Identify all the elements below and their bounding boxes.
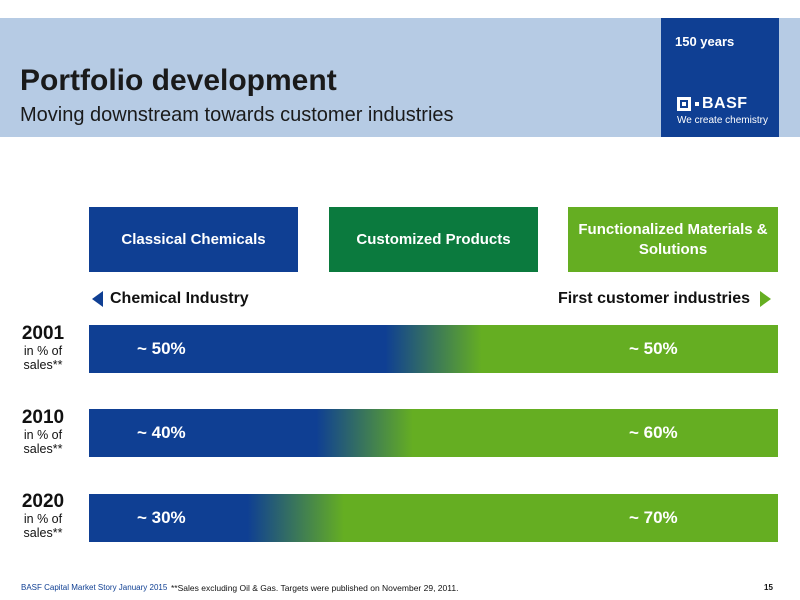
logo-square-icon bbox=[677, 97, 691, 111]
chemical-share-value: ~ 40% bbox=[137, 423, 186, 442]
row-year: 2001 bbox=[21, 323, 65, 344]
category-classical-chemicals: Classical Chemicals bbox=[89, 207, 298, 272]
page-number: 15 bbox=[764, 583, 773, 592]
brand-tagline: We create chemistry bbox=[677, 115, 768, 126]
row-label-2001: 2001 in % of sales** bbox=[14, 323, 72, 373]
scale-right-label: First customer industries bbox=[557, 290, 750, 307]
brand-badge: 150 years BASF We create chemistry bbox=[661, 18, 779, 137]
row-unit: in % of sales** bbox=[23, 428, 63, 456]
customer-share-value: ~ 50% bbox=[629, 339, 678, 358]
row-year: 2010 bbox=[21, 407, 65, 428]
page-subtitle: Moving downstream towards customer indus… bbox=[20, 104, 454, 126]
category-functionalized-materials: Functionalized Materials & Solutions bbox=[568, 207, 778, 272]
chemical-share-value: ~ 50% bbox=[137, 339, 186, 358]
customer-share-value: ~ 60% bbox=[629, 423, 678, 442]
share-bar-2001: ~ 50% ~ 50% bbox=[89, 325, 778, 373]
share-bar-2020: ~ 30% ~ 70% bbox=[89, 494, 778, 542]
logo-text: BASF bbox=[702, 95, 748, 112]
row-label-2020: 2020 in % of sales** bbox=[14, 491, 72, 541]
row-year: 2020 bbox=[21, 491, 65, 512]
scale-left-label: Chemical Industry bbox=[110, 290, 249, 307]
footer-source: BASF Capital Market Story January 2015 bbox=[21, 583, 168, 592]
footer-note: **Sales excluding Oil & Gas. Targets wer… bbox=[171, 583, 459, 593]
row-label-2010: 2010 in % of sales** bbox=[14, 407, 72, 457]
logo-dot-icon bbox=[695, 102, 699, 106]
anniversary-label: 150 years bbox=[675, 34, 735, 49]
category-customized-products: Customized Products bbox=[329, 207, 538, 272]
arrow-right-icon bbox=[760, 291, 771, 307]
arrow-left-icon bbox=[92, 291, 103, 307]
chemical-share-value: ~ 30% bbox=[137, 508, 186, 527]
page-title: Portfolio development bbox=[20, 64, 337, 97]
basf-logo: BASF bbox=[677, 95, 748, 113]
row-unit: in % of sales** bbox=[23, 344, 63, 372]
customer-share-value: ~ 70% bbox=[629, 508, 678, 527]
row-unit: in % of sales** bbox=[23, 512, 63, 540]
share-bar-2010: ~ 40% ~ 60% bbox=[89, 409, 778, 457]
